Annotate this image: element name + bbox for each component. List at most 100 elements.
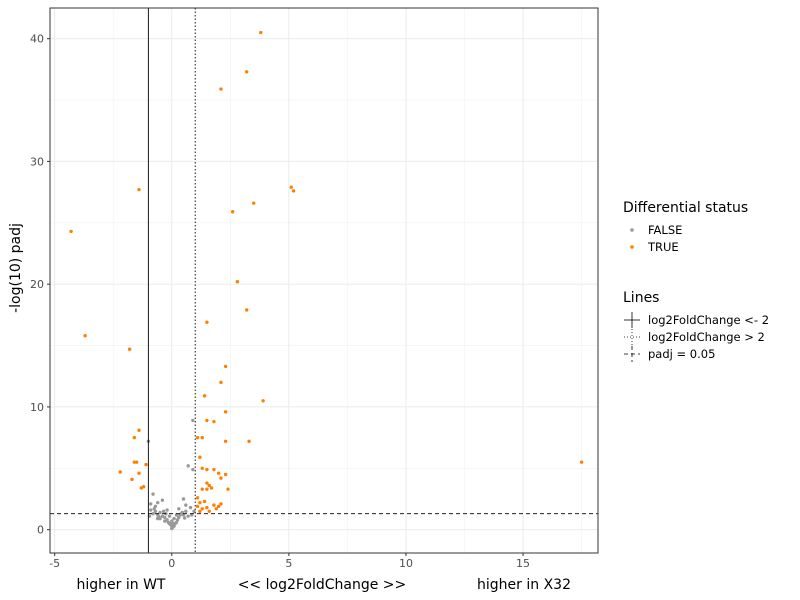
x-tick-label: 0 [168,557,175,570]
data-point-true [223,410,228,414]
legend-title-lines: Lines [623,290,659,306]
data-point-false [182,516,187,520]
data-point-true [219,476,223,480]
data-point-false [181,497,186,501]
data-point-true [144,462,148,467]
x-axis-label-left: higher in WT [77,577,166,593]
data-point-true [137,187,141,192]
data-point-true [223,364,228,369]
data-point-false [191,467,195,472]
data-point-false [151,512,155,516]
data-point-true [118,470,122,474]
y-axis-label: -log(10) padj [8,223,24,313]
data-point-false [163,519,167,523]
x-axis-label: << log2FoldChange >> [238,577,407,593]
data-point-true [198,455,202,459]
data-point-true [132,460,137,464]
data-point-true [230,210,235,214]
data-point-true [261,399,265,403]
data-point-false [160,498,165,502]
data-point-true [245,70,249,74]
x-tick-label: 5 [285,557,292,570]
data-point-true [202,499,207,504]
data-point-false [156,500,160,505]
data-point-true [130,477,134,482]
data-point-true [212,419,216,424]
data-point-true [137,471,141,475]
data-point-true [216,504,221,509]
y-tick-label: 30 [30,155,44,168]
data-point-true [139,486,144,490]
data-point-true [83,334,87,338]
data-point-true [245,308,249,312]
data-point-true [132,435,137,440]
x-tick-label: -5 [49,557,60,570]
legend-title-status: Differential status [623,200,748,216]
legend: Differential status FALSE TRUE Lines log… [623,200,769,362]
data-point-true [205,505,209,510]
data-point-true [223,472,228,477]
data-point-false [171,521,175,526]
data-point-true [209,486,214,490]
data-point-true [137,428,141,432]
data-point-true [200,507,204,511]
data-point-false [186,464,190,468]
legend-label-true: TRUE [647,240,679,254]
y-tick-label: 40 [30,33,44,46]
y-tick-label: 10 [30,401,44,414]
data-point-false [151,492,155,496]
data-point-true [579,460,584,464]
plot-panel [50,8,598,553]
data-point-true [198,500,202,505]
data-point-true [212,467,216,472]
data-point-false [167,514,172,518]
legend-label-false: FALSE [648,223,682,237]
data-point-true [205,418,209,423]
data-point-true [226,487,230,491]
data-point-true [195,504,200,509]
data-point-true [259,30,263,35]
data-point-true [216,471,221,475]
data-point-true [202,394,207,398]
data-point-true [247,439,251,443]
legend-label-dotted: log2FoldChange > 2 [648,330,765,344]
data-point-true [200,435,204,440]
data-point-false [158,510,162,515]
data-point-false [149,508,153,512]
data-point-false [186,514,190,518]
y-tick-label: 20 [30,278,44,291]
legend-marker-true [630,245,634,249]
x-tick-label: 15 [516,557,530,570]
data-point-false [152,507,156,511]
data-point-false [157,515,161,519]
plot-border [49,7,599,554]
data-point-false [165,508,169,512]
data-point-false [161,509,166,513]
data-point-false [149,502,153,506]
data-point-true [198,509,202,513]
legend-key-dashed [624,346,640,362]
data-point-true [214,507,218,511]
x-axis-label-right: higher in X32 [477,577,571,593]
data-point-true [205,487,209,491]
data-point-true [205,467,209,472]
data-point-true [291,189,296,193]
data-point-true [195,496,200,500]
data-point-true [223,439,228,443]
legend-marker-false [630,228,634,232]
data-point-true [127,347,132,351]
data-point-true [252,201,256,205]
data-point-false [172,516,176,521]
data-point-true [205,320,209,324]
data-point-true [207,483,211,488]
data-point-true [134,460,139,464]
x-tick-label: 10 [399,557,413,570]
data-point-true [207,509,211,513]
data-point-false [184,503,188,507]
data-point-true [212,503,216,507]
data-point-false [163,515,167,520]
plot-area: -5 0 5 10 15 0 10 20 30 40 [30,7,599,570]
y-tick-label: 0 [37,524,44,537]
data-point-true [195,435,200,440]
